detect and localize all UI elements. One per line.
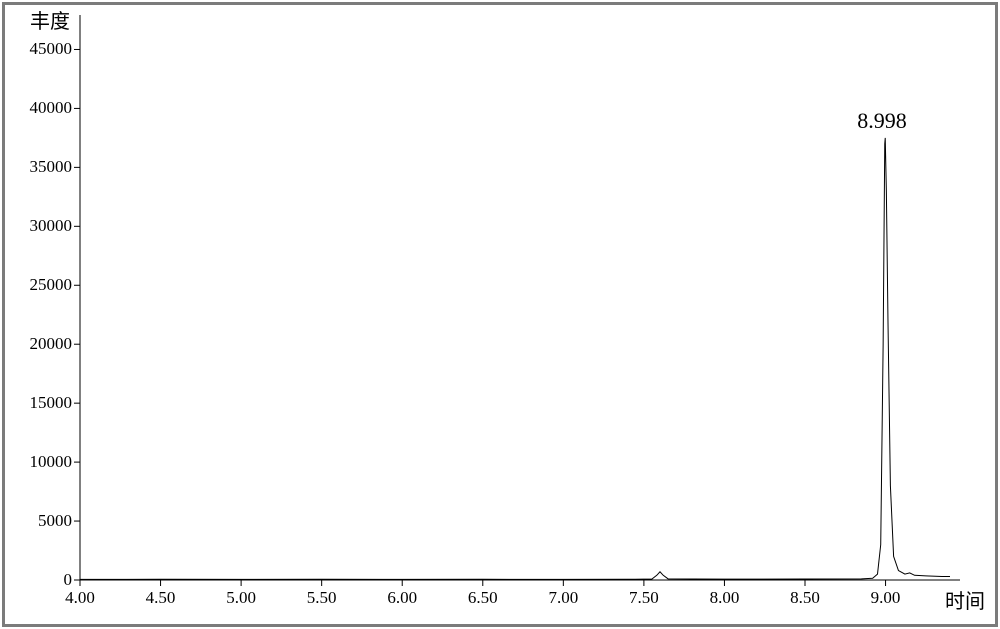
x-tick-label: 6.50 (458, 588, 508, 608)
y-tick-label: 45000 (30, 39, 73, 59)
y-axis-label: 丰度 (30, 5, 70, 34)
x-tick-label: 5.50 (297, 588, 347, 608)
chart-container: 丰度 时间 8.998 4.00 4.50 5.00 5.50 6.00 6.50 7.00… (0, 0, 1000, 629)
y-tick-label: 5000 (38, 511, 72, 531)
x-axis-label: 时间 (945, 585, 985, 614)
y-tick-label: 40000 (30, 98, 73, 118)
y-tick-label: 0 (64, 570, 73, 590)
chromatogram-chart (0, 0, 1000, 629)
x-tick-label: 6.00 (377, 588, 427, 608)
x-tick-label: 9.00 (861, 588, 911, 608)
peak-annotation: 8.998 (857, 108, 907, 134)
y-tick-label: 35000 (30, 157, 73, 177)
x-tick-label: 4.00 (55, 588, 105, 608)
x-tick-label: 8.00 (699, 588, 749, 608)
x-tick-label: 5.00 (216, 588, 266, 608)
x-tick-label: 8.50 (780, 588, 830, 608)
y-tick-label: 20000 (30, 334, 73, 354)
y-tick-label: 30000 (30, 216, 73, 236)
y-tick-label: 10000 (30, 452, 73, 472)
x-tick-label: 7.00 (538, 588, 588, 608)
x-tick-label: 4.50 (136, 588, 186, 608)
x-tick-label: 7.50 (619, 588, 669, 608)
y-tick-label: 15000 (30, 393, 73, 413)
y-tick-label: 25000 (30, 275, 73, 295)
